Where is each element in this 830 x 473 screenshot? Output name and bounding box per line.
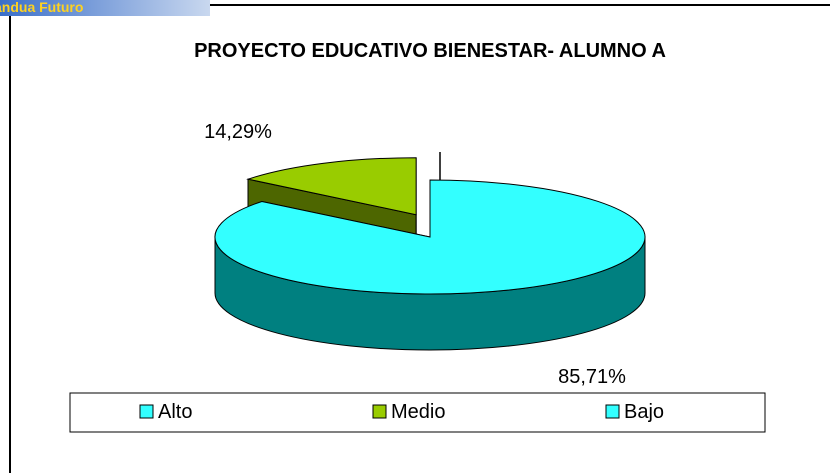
data-label: 85,71% (558, 366, 626, 388)
legend-swatch (372, 404, 387, 419)
chart-title: PROYECTO EDUCATIVO BIENESTAR- ALUMNO A (194, 40, 666, 62)
data-label: 14,29% (204, 121, 272, 143)
slice (246, 157, 417, 216)
legend (69, 392, 766, 433)
banner (0, 0, 210, 16)
legend-swatch (139, 404, 154, 419)
legend-swatch (605, 404, 620, 419)
slice (214, 179, 646, 295)
legend-label: Medio (391, 401, 445, 423)
legend-label: Alto (158, 401, 192, 423)
banner-text: andua Futuro (0, 0, 83, 15)
legend-label: Bajo (624, 401, 664, 423)
